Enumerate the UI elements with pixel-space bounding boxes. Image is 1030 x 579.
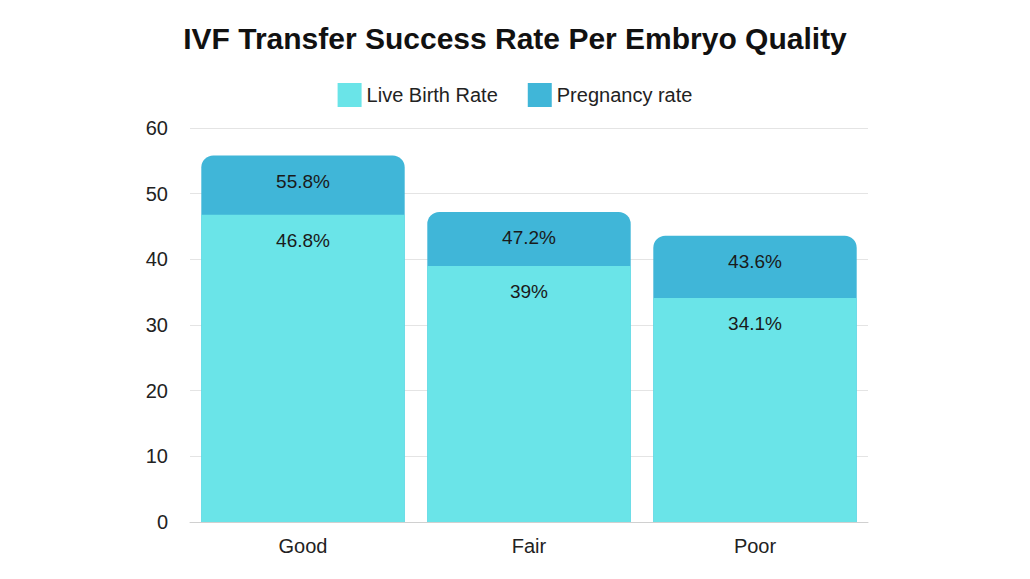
svg-text:46.8%: 46.8%: [276, 230, 330, 251]
svg-text:IVF Transfer Success Rate Per: IVF Transfer Success Rate Per Embryo Qua…: [183, 22, 847, 55]
svg-text:Live Birth Rate: Live Birth Rate: [367, 84, 498, 106]
svg-text:47.2%: 47.2%: [502, 227, 556, 248]
svg-text:0: 0: [157, 511, 168, 533]
svg-text:34.1%: 34.1%: [728, 313, 782, 334]
svg-text:39%: 39%: [510, 281, 548, 302]
svg-text:Fair: Fair: [512, 535, 547, 557]
svg-text:10: 10: [146, 445, 168, 467]
svg-text:20: 20: [146, 380, 168, 402]
svg-text:Poor: Poor: [734, 535, 777, 557]
svg-text:43.6%: 43.6%: [728, 251, 782, 272]
svg-text:40: 40: [146, 248, 168, 270]
svg-text:Pregnancy rate: Pregnancy rate: [557, 84, 693, 106]
svg-text:30: 30: [146, 314, 168, 336]
svg-text:50: 50: [146, 183, 168, 205]
svg-text:Good: Good: [279, 535, 328, 557]
svg-text:55.8%: 55.8%: [276, 171, 330, 192]
svg-text:60: 60: [146, 117, 168, 139]
